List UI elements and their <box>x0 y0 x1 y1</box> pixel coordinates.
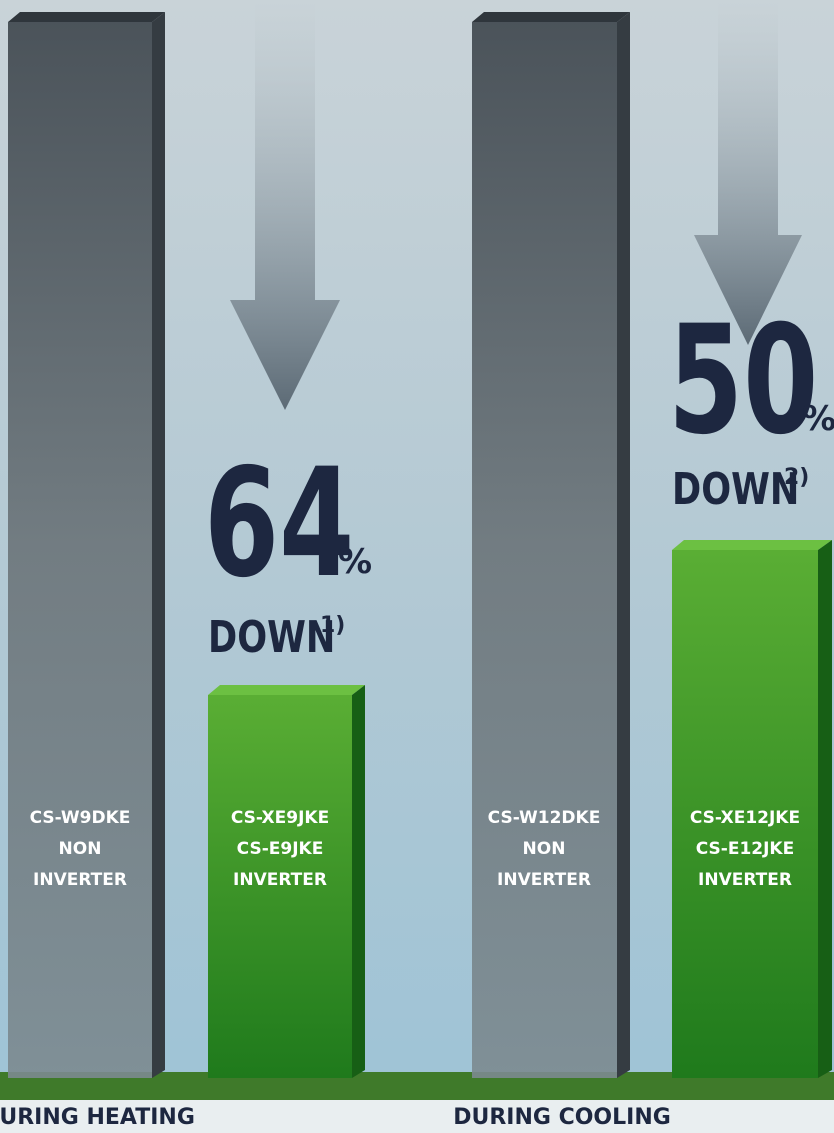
bar <box>672 550 818 1078</box>
down: DOWN <box>672 464 799 515</box>
arrow <box>230 0 340 410</box>
percent-heating: 64 <box>204 436 354 610</box>
bar-label: CS-W9DKE <box>30 808 131 828</box>
bar-side <box>818 540 832 1078</box>
bar <box>8 22 152 1078</box>
bar-label: CS-XE9JKE <box>231 808 329 828</box>
bar-label: INVERTER <box>497 870 591 890</box>
bar-label: CS-E12JKE <box>696 839 794 859</box>
bar-label: NON <box>523 839 566 859</box>
percent: 50 <box>668 293 818 467</box>
bar-top <box>472 12 630 22</box>
bar-label: NON <box>59 839 102 859</box>
percent-unit: % <box>802 399 834 439</box>
percent-cooling: 50 <box>668 293 818 467</box>
bar <box>472 22 617 1078</box>
percent: 64 <box>204 436 354 610</box>
bar-top <box>8 12 165 22</box>
down-heating: DOWN <box>208 612 335 663</box>
bar-side <box>152 12 165 1078</box>
bar <box>208 695 352 1078</box>
footer-band <box>0 1100 834 1133</box>
arrow <box>694 0 802 345</box>
down: DOWN <box>208 612 335 663</box>
footnote-ref: 1) <box>320 613 345 638</box>
bar-label: CS-XE12JKE <box>690 808 800 828</box>
bar-side <box>617 12 630 1078</box>
group-label: DURING COOLING <box>453 1105 671 1130</box>
down-cooling: DOWN <box>672 464 799 515</box>
bar-label: CS-W12DKE <box>488 808 601 828</box>
bar-label: CS-E9JKE <box>237 839 324 859</box>
bar-top <box>672 540 832 550</box>
bar-label: INVERTER <box>698 870 792 890</box>
footnote-ref: 2) <box>784 465 809 490</box>
percent-unit: % <box>338 542 372 582</box>
group-label: DURING HEATING <box>0 1105 195 1130</box>
bar-label: INVERTER <box>33 870 127 890</box>
bar-top <box>208 685 365 695</box>
bar-side <box>352 685 365 1078</box>
bar-label: INVERTER <box>233 870 327 890</box>
